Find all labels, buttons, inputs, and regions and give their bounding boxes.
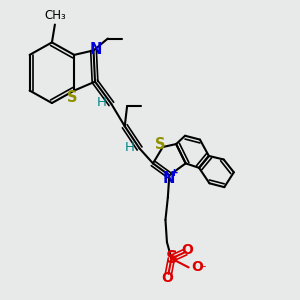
Text: H: H — [125, 140, 135, 154]
Text: O: O — [182, 243, 194, 257]
Text: N: N — [163, 171, 175, 186]
Text: N: N — [90, 42, 102, 57]
Text: CH₃: CH₃ — [44, 9, 66, 22]
Text: S: S — [67, 90, 77, 105]
Text: ⁻: ⁻ — [200, 263, 206, 276]
Text: +: + — [170, 168, 178, 178]
Text: O: O — [192, 260, 203, 274]
Text: O: O — [161, 271, 173, 284]
Text: S: S — [155, 136, 166, 152]
Text: S: S — [165, 249, 177, 267]
Text: H: H — [97, 96, 107, 109]
